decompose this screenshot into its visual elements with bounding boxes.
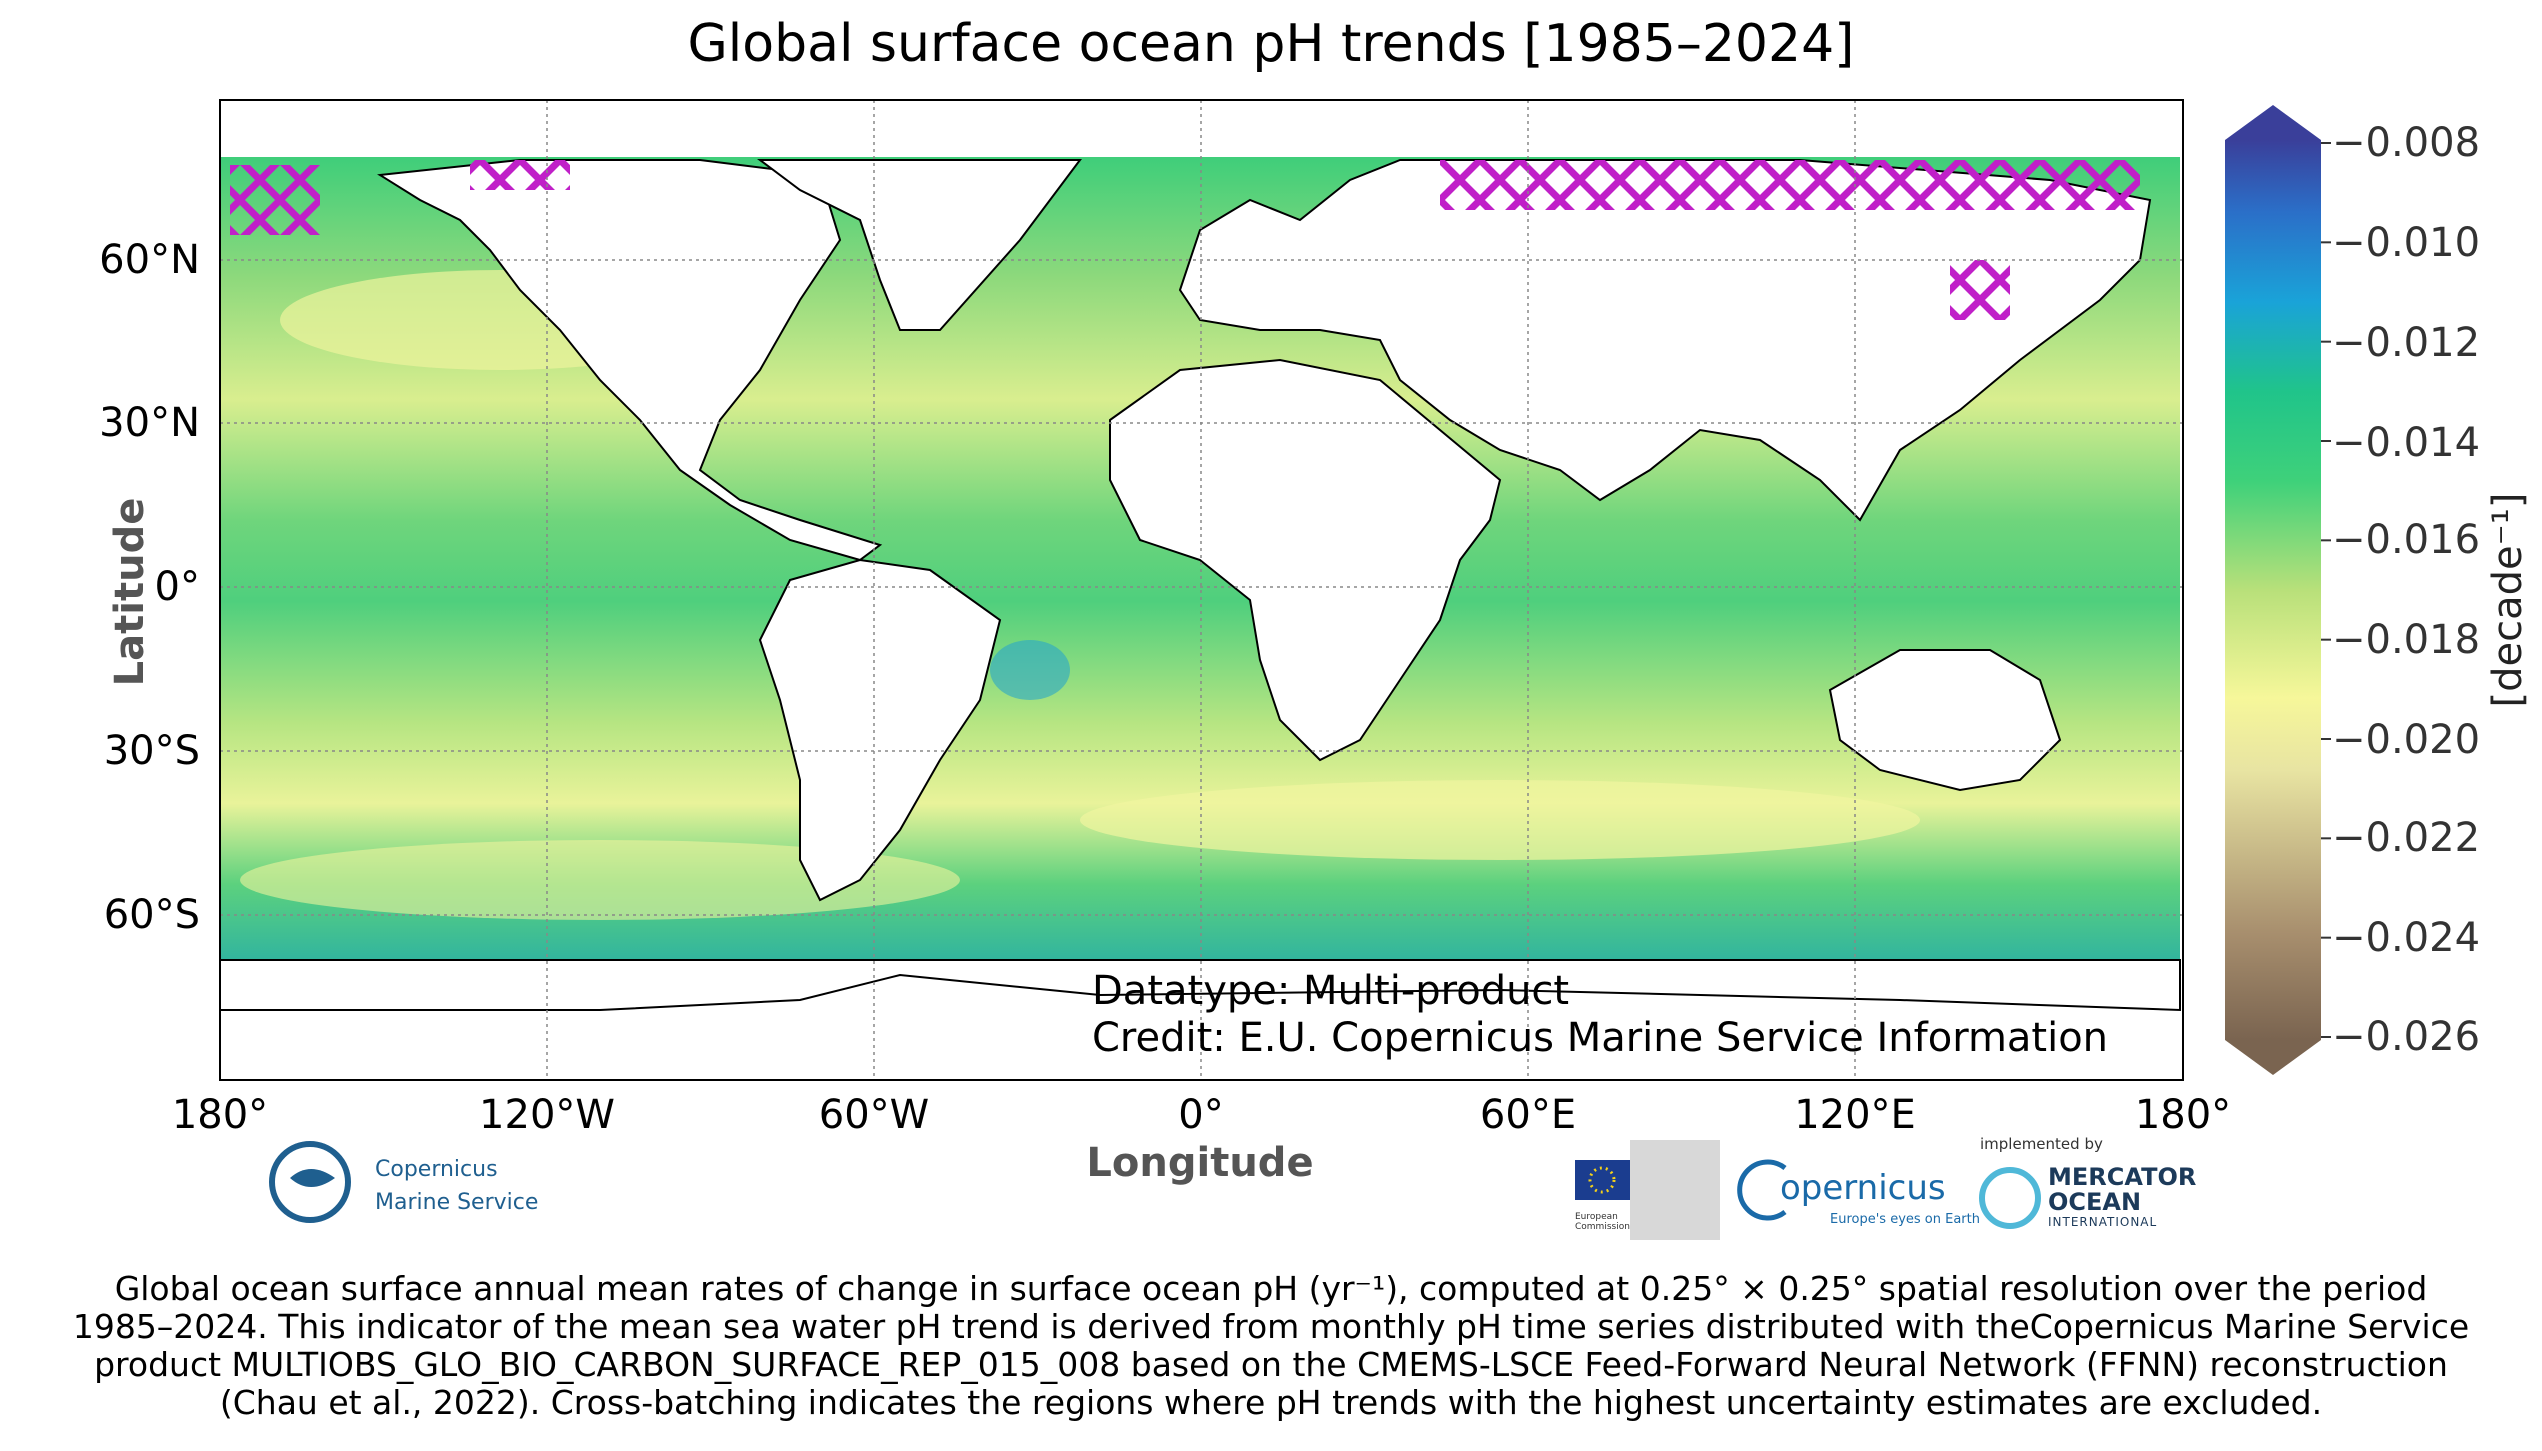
eu-logo [1575, 1140, 1720, 1240]
greenland [757, 159, 1082, 331]
mercator-logo-text: OCEAN [2048, 1188, 2142, 1216]
x-tick: 120°W [479, 1092, 615, 1138]
cms-logo-text: Marine Service [375, 1190, 539, 1215]
datatype-annotation: Datatype: Multi-product [1092, 968, 1570, 1014]
x-tick: 120°E [1794, 1092, 1916, 1138]
colorbar-tick: −0.014 [2332, 420, 2481, 466]
uncertainty-hatching [230, 160, 2140, 320]
x-tick: 180° [2134, 1092, 2232, 1138]
y-tick: 60°N [99, 237, 200, 283]
africa [1109, 358, 1502, 762]
colorbar-tick: −0.012 [2332, 320, 2481, 366]
copernicus-logo-mark [1737, 1159, 1787, 1221]
caption-line: Global ocean surface annual mean rates o… [114, 1269, 2428, 1308]
colorbar-tick: −0.022 [2332, 815, 2481, 861]
plot-frame [219, 99, 2184, 1081]
cms-logo-text: Copernicus [375, 1157, 498, 1182]
mercator-logo-text: MERCATOR [2048, 1163, 2197, 1191]
mercator-logo-text: INTERNATIONAL [2048, 1215, 2158, 1229]
x-tick: 60°W [818, 1092, 930, 1138]
colorbar-tick: −0.026 [2332, 1014, 2481, 1060]
australia [1828, 649, 2062, 792]
colorbar-tick: −0.008 [2332, 120, 2481, 166]
gridlines [220, 100, 2183, 1080]
copernicus-logo-text: opernicus [1780, 1168, 1946, 1208]
x-tick: 180° [171, 1092, 269, 1138]
y-tick: 0° [154, 564, 200, 610]
credit-annotation: Credit: E.U. Copernicus Marine Service I… [1092, 1015, 2109, 1061]
y-tick: 30°N [99, 400, 200, 446]
antarctica [219, 959, 2181, 1012]
figure-caption: Global ocean surface annual mean rates o… [0, 1270, 2542, 1422]
x-axis-label: Longitude [1086, 1140, 1314, 1186]
caption-line: product MULTIOBS_GLO_BIO_CARBON_SURFACE_… [94, 1345, 2448, 1384]
colorbar-tick: −0.024 [2332, 915, 2481, 961]
land-masses [219, 159, 2181, 1012]
eu-logo-text: European Commission [1575, 1212, 1630, 1232]
colorbar-tick: −0.010 [2332, 220, 2481, 266]
colorbar-tick: −0.018 [2332, 617, 2481, 663]
y-axis-label: Latitude [107, 497, 153, 687]
caption-line: (Chau et al., 2022). Cross-batching indi… [219, 1383, 2323, 1422]
x-tick: 60°E [1479, 1092, 1577, 1138]
caption-line: 1985–2024. This indicator of the mean se… [72, 1307, 2470, 1346]
map-title: Global surface ocean pH trends [1985–202… [687, 14, 1855, 74]
mercator-logo-mark [1979, 1167, 2041, 1229]
south-america [758, 558, 1002, 902]
colorbar-tick: −0.020 [2332, 717, 2481, 763]
y-tick: 60°S [103, 892, 200, 938]
copernicus-tagline: Europe's eyes on Earth [1830, 1212, 1980, 1227]
x-tick: 0° [1178, 1092, 1224, 1138]
y-tick: 30°S [103, 728, 200, 774]
europe-asia [1178, 159, 2152, 522]
colorbar [2225, 105, 2331, 1075]
implemented-by-text: implemented by [1980, 1135, 2103, 1153]
colorbar-unit: [decade⁻¹] [2485, 492, 2531, 708]
colorbar-tick: −0.016 [2332, 517, 2481, 563]
cms-logo [269, 1141, 351, 1223]
